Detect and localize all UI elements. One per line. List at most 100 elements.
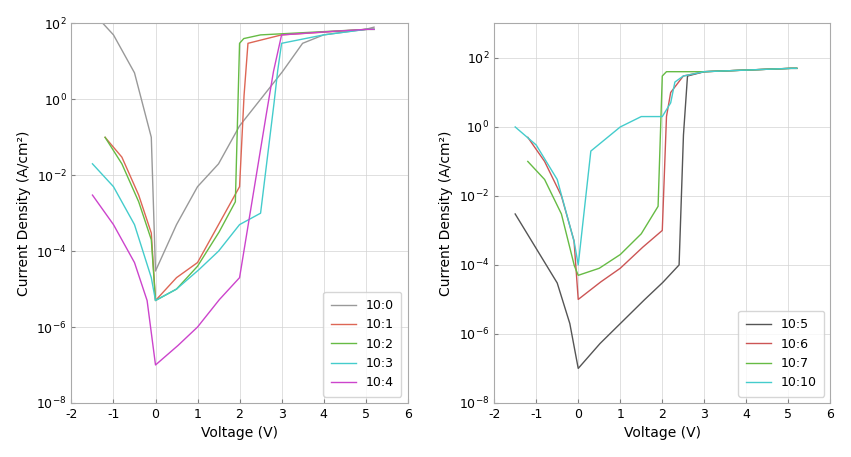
10:4: [100, 210, 110, 215]
10:5: [573, 366, 583, 371]
10:0: [100, 23, 110, 28]
Line: 10:2: 10:2: [105, 29, 374, 301]
10:1: [235, 178, 245, 183]
10:7: [573, 272, 583, 278]
10:6: [669, 85, 679, 91]
10:4: [151, 362, 161, 368]
10:7: [788, 66, 798, 71]
10:10: [791, 66, 802, 71]
Line: 10:6: 10:6: [528, 69, 797, 299]
Line: 10:5: 10:5: [515, 69, 797, 368]
10:1: [107, 143, 117, 148]
10:0: [271, 77, 281, 82]
10:4: [148, 345, 158, 351]
10:0: [369, 24, 380, 30]
10:0: [149, 234, 159, 239]
Y-axis label: Current Density (A/cm²): Current Density (A/cm²): [439, 131, 454, 296]
10:5: [679, 119, 689, 124]
10:2: [151, 298, 161, 303]
10:4: [198, 316, 208, 322]
Line: 10:0: 10:0: [93, 12, 374, 271]
10:7: [529, 166, 540, 172]
Line: 10:10: 10:10: [515, 69, 797, 265]
Legend: 10:0, 10:1, 10:2, 10:3, 10:4: 10:0, 10:1, 10:2, 10:3, 10:4: [323, 292, 402, 397]
10:3: [361, 27, 371, 32]
10:1: [100, 134, 110, 140]
10:3: [265, 137, 275, 142]
10:2: [100, 134, 110, 140]
10:10: [603, 135, 613, 140]
10:0: [198, 177, 208, 183]
10:6: [665, 96, 675, 101]
10:3: [369, 27, 380, 32]
10:1: [175, 272, 186, 278]
10:6: [572, 282, 582, 287]
X-axis label: Voltage (V): Voltage (V): [201, 426, 278, 441]
10:6: [780, 66, 791, 71]
10:2: [361, 27, 371, 32]
10:1: [218, 214, 228, 219]
10:2: [175, 282, 186, 288]
10:5: [621, 315, 631, 320]
Line: 10:1: 10:1: [105, 29, 374, 301]
10:3: [148, 283, 158, 289]
Y-axis label: Current Density (A/cm²): Current Density (A/cm²): [17, 131, 31, 296]
Legend: 10:5, 10:6, 10:7, 10:10: 10:5, 10:6, 10:7, 10:10: [738, 311, 824, 397]
10:0: [88, 9, 98, 15]
10:0: [151, 268, 161, 274]
10:10: [570, 247, 580, 252]
X-axis label: Voltage (V): Voltage (V): [624, 426, 700, 441]
10:2: [217, 224, 227, 229]
10:4: [88, 192, 98, 198]
10:1: [365, 27, 375, 32]
Line: 10:7: 10:7: [528, 69, 797, 275]
10:10: [783, 66, 793, 71]
10:4: [359, 27, 369, 32]
10:10: [770, 66, 780, 72]
10:2: [364, 27, 374, 32]
10:1: [151, 298, 161, 303]
10:1: [369, 27, 380, 32]
10:7: [787, 66, 797, 71]
10:6: [791, 66, 802, 71]
10:2: [369, 27, 380, 32]
10:4: [271, 60, 281, 66]
10:7: [640, 225, 650, 231]
10:6: [533, 149, 543, 154]
10:5: [783, 66, 793, 71]
10:2: [231, 188, 241, 194]
10:5: [780, 66, 791, 71]
10:4: [369, 27, 380, 32]
10:10: [510, 124, 520, 130]
10:10: [643, 114, 654, 119]
Line: 10:4: 10:4: [93, 29, 374, 365]
10:4: [265, 90, 275, 95]
10:7: [791, 66, 802, 71]
10:6: [621, 260, 631, 265]
10:10: [663, 104, 673, 109]
10:0: [282, 63, 292, 68]
10:3: [368, 27, 378, 32]
10:1: [361, 27, 371, 32]
10:7: [783, 66, 793, 71]
10:5: [677, 168, 688, 173]
10:6: [573, 297, 583, 302]
10:5: [523, 232, 533, 237]
10:4: [361, 27, 371, 32]
10:2: [365, 27, 375, 32]
10:6: [523, 135, 533, 140]
10:5: [571, 354, 581, 360]
10:7: [597, 263, 608, 269]
10:3: [88, 161, 98, 166]
10:7: [523, 159, 533, 164]
10:6: [783, 66, 793, 71]
10:5: [791, 66, 802, 71]
10:2: [107, 145, 117, 151]
10:0: [359, 27, 369, 32]
10:10: [791, 66, 801, 71]
10:3: [354, 27, 364, 33]
10:3: [242, 218, 252, 223]
10:7: [654, 195, 664, 200]
10:5: [510, 211, 520, 217]
10:3: [151, 298, 161, 303]
